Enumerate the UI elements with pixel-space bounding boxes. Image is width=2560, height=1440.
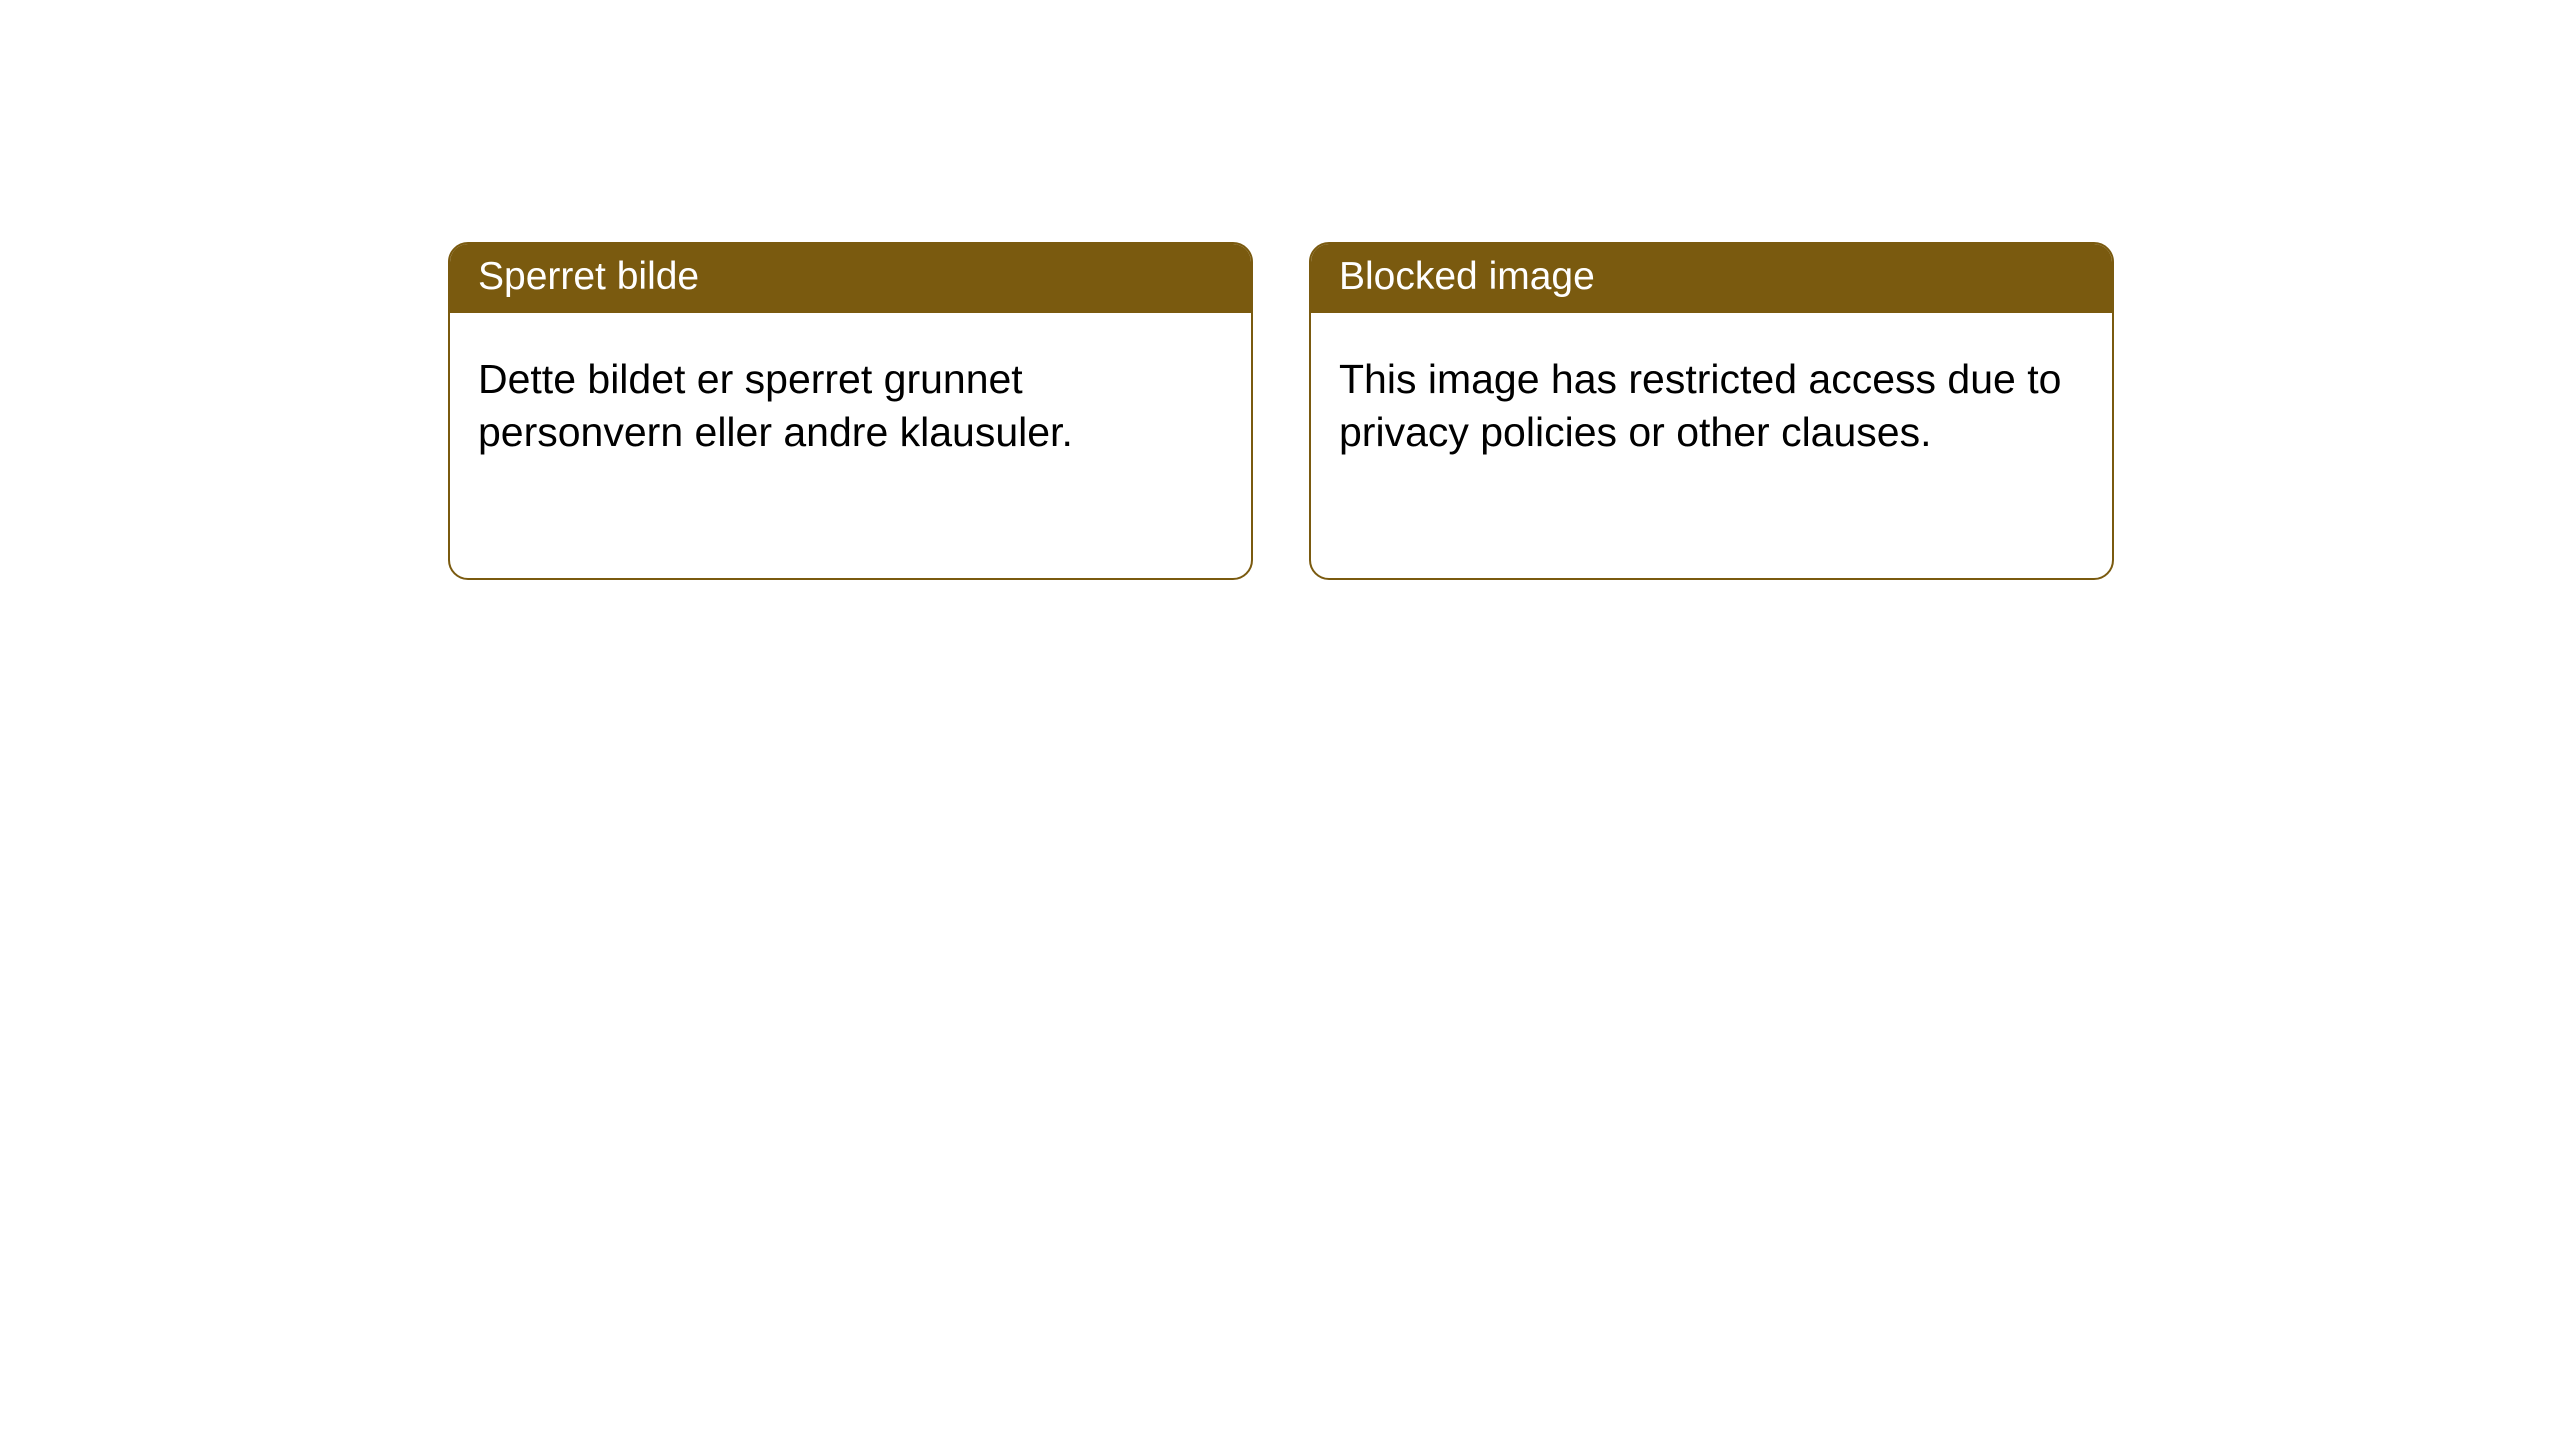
notice-title-norwegian: Sperret bilde	[450, 244, 1251, 313]
notice-title-english: Blocked image	[1311, 244, 2112, 313]
notice-body-english: This image has restricted access due to …	[1311, 313, 2112, 500]
notice-body-norwegian: Dette bildet er sperret grunnet personve…	[450, 313, 1251, 500]
notice-card-english: Blocked image This image has restricted …	[1309, 242, 2114, 580]
notice-container: Sperret bilde Dette bildet er sperret gr…	[0, 0, 2560, 580]
notice-card-norwegian: Sperret bilde Dette bildet er sperret gr…	[448, 242, 1253, 580]
